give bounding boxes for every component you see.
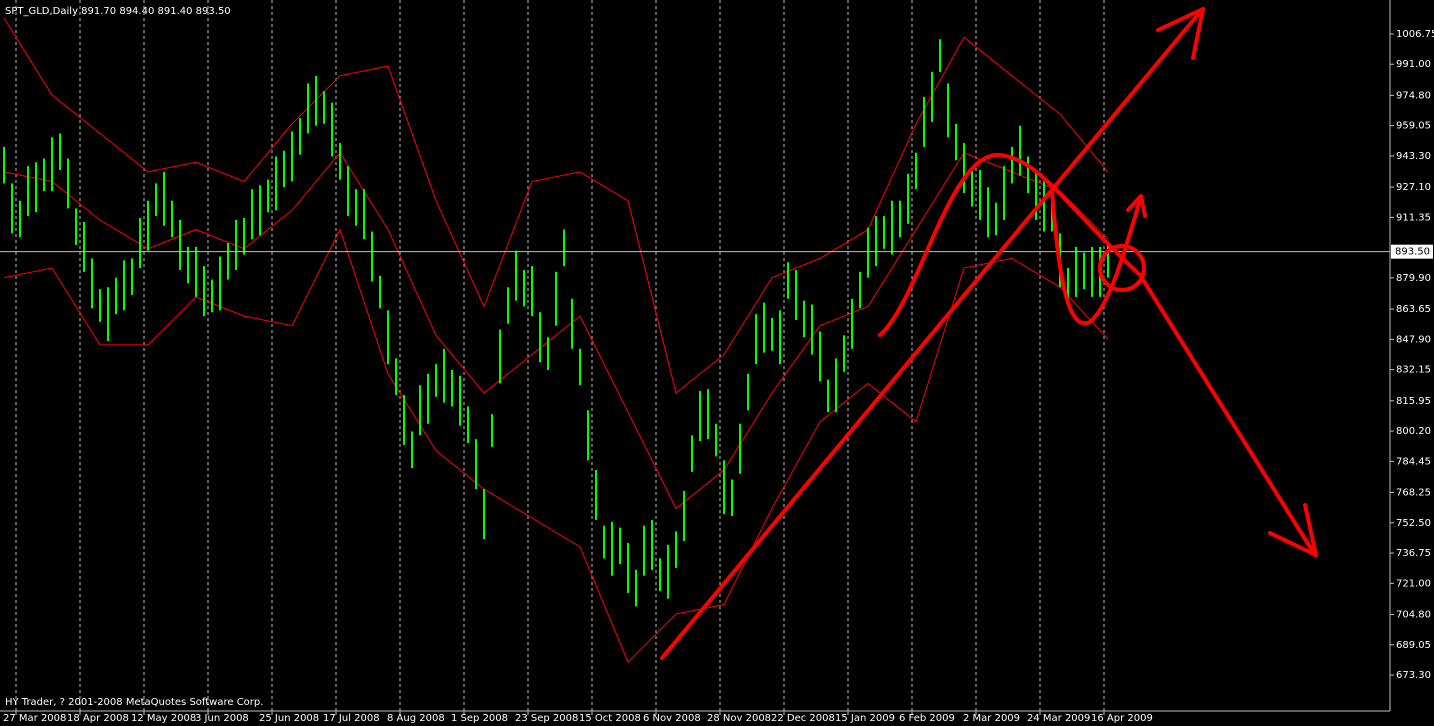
x-tick-label: 6 Nov 2008 (643, 713, 701, 724)
plot (0, 17, 1390, 664)
y-tick-label: 832.15 (1396, 365, 1431, 376)
y-tick-label: 847.90 (1396, 334, 1431, 345)
x-tick-label: 28 Nov 2008 (707, 713, 771, 724)
y-tick-label: 911.35 (1396, 212, 1431, 223)
y-tick-label: 927.10 (1396, 182, 1431, 193)
x-tick-label: 17 Jul 2008 (323, 713, 380, 724)
x-tick-label: 1 Sep 2008 (451, 713, 508, 724)
x-tick-label: 15 Jan 2009 (835, 713, 895, 724)
arrow-head (1156, 7, 1205, 60)
y-tick-label: 689.05 (1396, 640, 1431, 651)
trend-arrow-down (878, 152, 1317, 557)
x-tick-label: 6 Feb 2009 (899, 713, 955, 724)
y-tick-label: 784.45 (1396, 456, 1431, 467)
arrow-head (1126, 194, 1147, 218)
arrow-head (1268, 503, 1318, 557)
y-tick-label: 815.95 (1396, 396, 1431, 407)
y-tick-label: 943.30 (1396, 151, 1431, 162)
circle-mark (1098, 244, 1146, 292)
x-tick-label: 24 Mar 2009 (1027, 713, 1090, 724)
bollinger-band (3, 151, 1109, 510)
footer: HY Trader, ? 2001-2008 MetaQuotes Softwa… (5, 697, 263, 708)
y-tick-label: 768.25 (1396, 487, 1431, 498)
y-tick-label: 736.75 (1396, 548, 1431, 559)
x-tick-label: 16 Apr 2009 (1091, 713, 1153, 724)
x-tick-label: 23 Sep 2008 (515, 713, 578, 724)
x-tick-label: 8 Aug 2008 (387, 713, 445, 724)
y-tick-label: 704.80 (1396, 609, 1431, 620)
grid (15, 0, 1105, 711)
trend-arrow-up (660, 10, 1202, 660)
bollinger-band (3, 228, 1109, 664)
y-tick-label: 800.20 (1396, 426, 1431, 437)
x-tick-label: 25 Jun 2008 (259, 713, 319, 724)
x-tick-label: 15 Oct 2008 (579, 713, 641, 724)
y-tick-label: 991.00 (1396, 59, 1431, 70)
y-tick-label: 673.30 (1396, 670, 1431, 681)
x-tick-label: 12 May 2008 (131, 713, 196, 724)
y-tick-label: 752.50 (1396, 518, 1431, 529)
annotations (660, 7, 1318, 660)
y-tick-label: 721.00 (1396, 578, 1431, 589)
last-price-label: 893.50 (1395, 247, 1430, 258)
y-tick-label: 959.05 (1396, 121, 1431, 132)
x-tick-label: 3 Jun 2008 (195, 713, 249, 724)
x-tick-label: 22 Dec 2008 (771, 713, 835, 724)
y-tick-label: 1006.75 (1396, 29, 1434, 40)
x-tick-label: 18 Apr 2008 (67, 713, 129, 724)
y-tick-label: 863.65 (1396, 304, 1431, 315)
y-tick-label: 879.90 (1396, 273, 1431, 284)
last-price-box (1391, 244, 1433, 259)
x-tick-label: 27 Mar 2008 (3, 713, 66, 724)
x-tick-label: 2 Mar 2009 (963, 713, 1020, 724)
y-tick-label: 974.80 (1396, 90, 1431, 101)
chart-title: SPT_GLD,Daily 891.70 894.40 891.40 893.5… (5, 6, 231, 17)
